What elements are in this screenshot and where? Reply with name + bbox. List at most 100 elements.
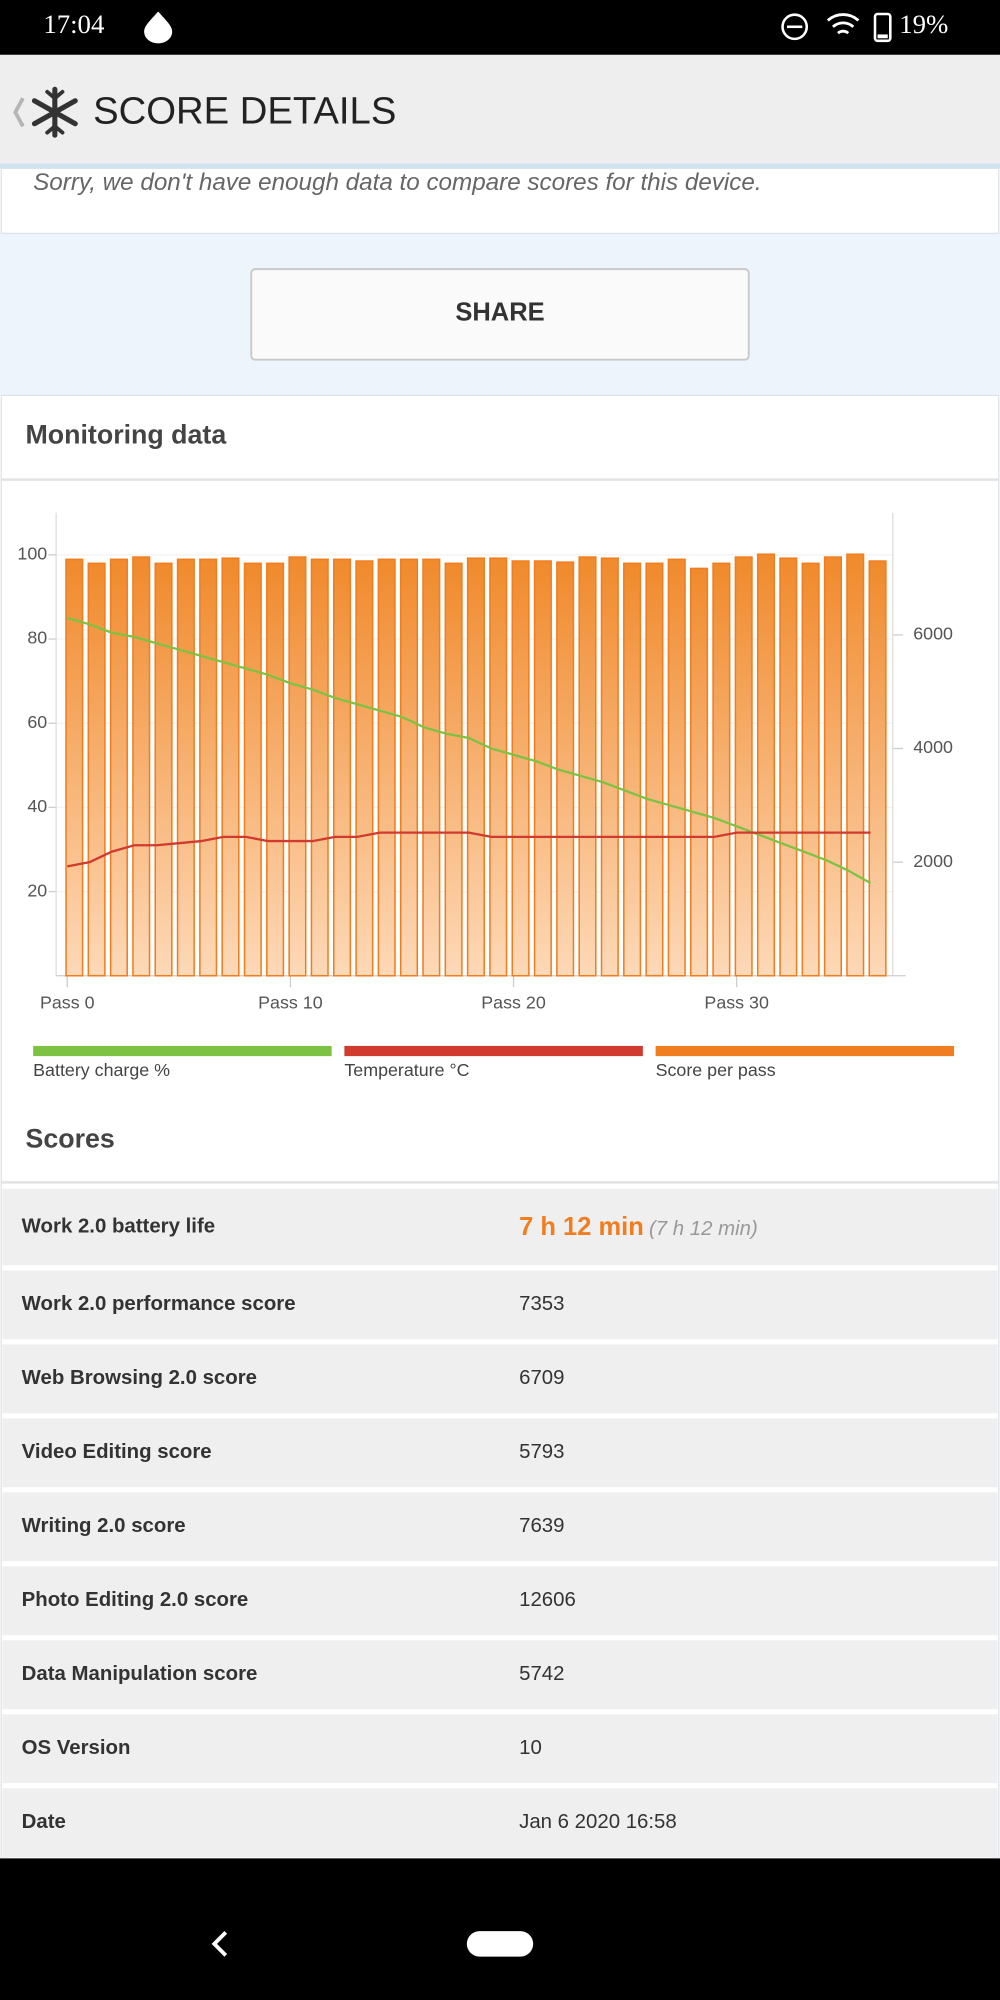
scores-table: Work 2.0 battery life 7 h 12 min (7 h 12 m… [2, 1188, 998, 1858]
legend-swatch [33, 1045, 332, 1057]
app-bar-shadow [0, 163, 1000, 169]
y-tick-label: 20 [27, 880, 47, 900]
score-value: 7353 [519, 1293, 564, 1315]
line [67, 831, 871, 868]
bar [355, 560, 374, 977]
score-label: Writing 2.0 score [22, 1515, 186, 1537]
bar [734, 556, 753, 977]
score-label: Work 2.0 performance score [22, 1293, 296, 1315]
score-row [2, 1188, 998, 1266]
bar [868, 560, 887, 977]
bar [132, 556, 151, 977]
bar [199, 558, 218, 977]
bar [422, 558, 441, 977]
bar [801, 562, 820, 977]
x-tick-label: Pass 20 [481, 993, 546, 1013]
section-title: Monitoring data [26, 419, 228, 449]
score-value: 7 h 12 min [519, 1213, 644, 1241]
bar [600, 557, 619, 977]
bar [511, 560, 530, 977]
bar [689, 567, 709, 977]
bar [154, 562, 173, 977]
score-label: Photo Editing 2.0 score [22, 1589, 249, 1611]
y-tick-label: 40 [27, 796, 47, 816]
bar [332, 558, 352, 977]
nav-back[interactable] [211, 1931, 228, 1957]
y-tick-label: 100 [17, 544, 47, 564]
bar [756, 553, 776, 977]
bar [243, 562, 262, 977]
legend-swatch [655, 1045, 955, 1057]
clock: 17:04 [43, 9, 104, 39]
score-value: Jan 6 2020 16:58 [519, 1811, 677, 1833]
share-label[interactable]: SHARE [455, 299, 544, 327]
score-value: 10 [519, 1737, 542, 1759]
bar [712, 562, 731, 977]
nav-home[interactable] [466, 1931, 534, 1957]
x-tick-label: Pass 0 [40, 993, 95, 1013]
score-value: 12606 [519, 1589, 576, 1611]
bar [266, 562, 285, 977]
score-row [2, 1640, 998, 1710]
bar [176, 558, 195, 977]
bar [288, 556, 307, 977]
y-tick-label: 60 [27, 712, 47, 732]
notice-text: Sorry, we don't have enough data to comp… [33, 169, 761, 196]
nav-bar [0, 1858, 1000, 2000]
section-title: Scores [26, 1123, 115, 1153]
battery-icon [873, 12, 892, 43]
share-button[interactable] [250, 268, 750, 361]
score-row [2, 1714, 998, 1784]
y2-tick-label: 6000 [913, 624, 953, 644]
battery-level [877, 34, 888, 39]
app-bar [0, 54, 1000, 165]
legend-label: Score per pass [656, 1060, 776, 1080]
line [66, 616, 872, 885]
score-row [2, 1418, 998, 1488]
bar [65, 558, 84, 977]
bar [310, 558, 329, 977]
bar [645, 562, 664, 977]
legend-label: Battery charge % [33, 1060, 170, 1080]
score-row [2, 1492, 998, 1562]
score-row [2, 1788, 998, 1858]
bar [779, 557, 798, 977]
bar [533, 560, 552, 977]
wifi-icon [826, 13, 860, 35]
score-label: Video Editing score [22, 1441, 212, 1463]
page-title: SCORE DETAILS [93, 90, 396, 133]
score-note: (7 h 12 min) [649, 1218, 758, 1240]
bar [109, 558, 128, 977]
score-value: 6709 [519, 1367, 564, 1389]
chart: 20 40 60 80 100 2000 4000 6000 Pass 0 Pass 10 Pass… [17, 512, 955, 1080]
bar [489, 557, 508, 977]
bar [221, 557, 240, 977]
x-tick-label: Pass 10 [258, 993, 323, 1013]
bar [578, 556, 597, 977]
legend-swatch [344, 1045, 643, 1057]
score-label: Date [22, 1811, 66, 1833]
bar [399, 558, 419, 977]
bar [87, 562, 106, 977]
bar [623, 562, 642, 977]
notification-icon [144, 11, 173, 44]
x-tick-label: Pass 30 [704, 993, 769, 1013]
notice-card [0, 167, 1000, 235]
score-value: 7639 [519, 1515, 564, 1537]
bar [667, 558, 686, 977]
legend-label: Temperature °C [344, 1060, 469, 1080]
score-label: Data Manipulation score [22, 1663, 258, 1685]
score-label: Web Browsing 2.0 score [22, 1367, 257, 1389]
bar [846, 553, 865, 977]
y2-tick-label: 4000 [913, 737, 953, 757]
bar [466, 557, 485, 977]
score-label: OS Version [22, 1737, 131, 1759]
app-logo [31, 86, 78, 138]
score-row [2, 1566, 998, 1636]
score-label: Work 2.0 battery life [22, 1215, 215, 1237]
bar [823, 556, 842, 977]
battery-percent: 19% [899, 9, 948, 39]
dnd-icon [781, 13, 809, 41]
back-button[interactable] [13, 97, 25, 128]
